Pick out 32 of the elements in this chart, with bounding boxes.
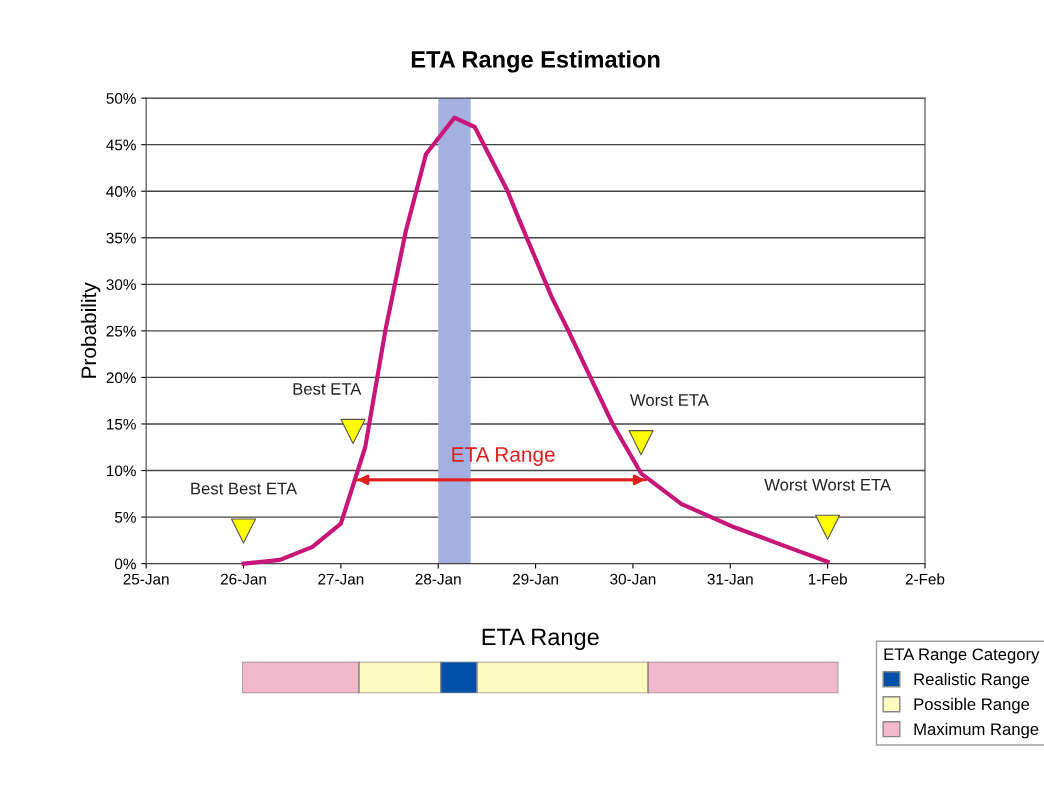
y-tick-label: 15%: [107, 418, 136, 430]
x-tick-label: 30-Jan: [610, 573, 656, 585]
y-tick-label: 35%: [106, 232, 136, 244]
x-tick-label: 2-Feb: [905, 573, 945, 585]
annotation: Best Best ETA: [191, 482, 298, 495]
x-tick-label: 28-Jan: [415, 573, 461, 585]
legend-label: Possible Range: [914, 697, 1030, 714]
x-tick-label: 31-Jan: [707, 573, 753, 585]
legend-label: Realistic Range: [914, 672, 1030, 689]
legend-title: ETA Range Category: [884, 648, 1040, 664]
y-tick-label: 0%: [114, 558, 136, 570]
y-tick-label: 40%: [106, 186, 136, 197]
annotation: Worst ETA: [630, 394, 709, 406]
annotation: ETA Range: [452, 447, 555, 466]
y-axis-title: Probability: [80, 282, 101, 378]
x-tick-label: 27-Jan: [318, 573, 364, 585]
y-tick-label: 10%: [107, 465, 136, 477]
annotation: Best ETA: [293, 383, 362, 395]
chart-title: ETA Range Estimation: [411, 50, 660, 73]
y-tick-label: 45%: [106, 139, 136, 151]
x-tick-label: 1-Feb: [808, 573, 847, 585]
x-tick-label: 26-Jan: [220, 573, 266, 585]
legend-label: Maximum Range: [914, 722, 1039, 739]
x-tick-label: 29-Jan: [512, 573, 558, 585]
y-tick-label: 50%: [106, 92, 136, 104]
y-tick-label: 25%: [106, 325, 136, 337]
y-tick-label: 30%: [106, 279, 136, 291]
x-tick-label: 25-Jan: [123, 573, 169, 585]
annotation: Worst Worst ETA: [764, 479, 892, 491]
y-tick-label: 20%: [106, 372, 136, 384]
y-tick-label: 5%: [114, 512, 136, 523]
chart-title: ETA Range: [482, 628, 599, 650]
